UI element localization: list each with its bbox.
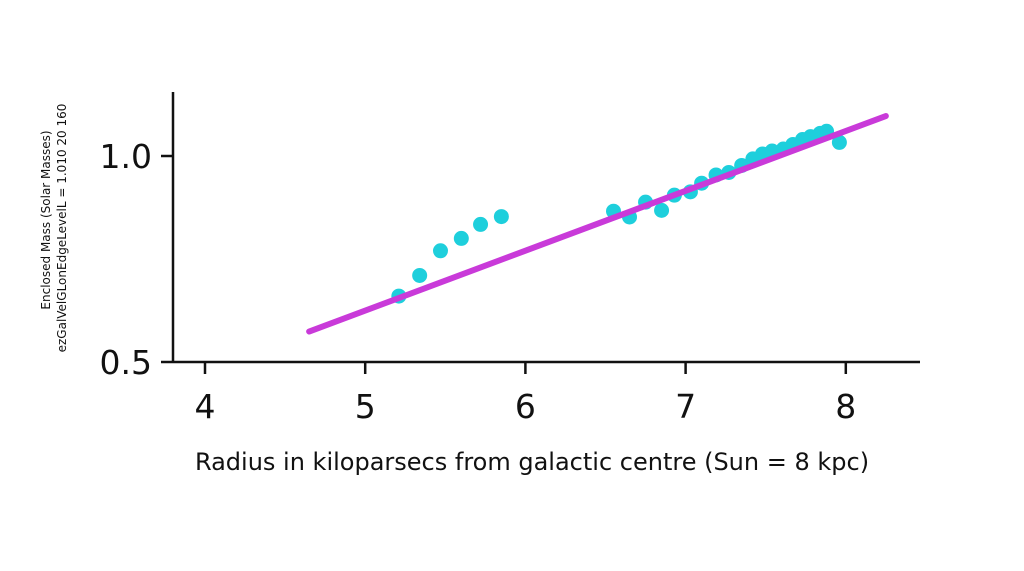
plot-marks <box>306 113 889 335</box>
x-tick-label: 7 <box>675 387 696 426</box>
y-tick-label: 1.0 <box>100 137 152 176</box>
x-tick-label: 6 <box>515 387 536 426</box>
x-axis-ticks: 4 5 6 7 8 <box>195 362 856 426</box>
data-point <box>473 216 489 232</box>
x-tick-label: 4 <box>195 387 216 426</box>
x-tick-label: 8 <box>835 387 856 426</box>
fit-line <box>306 113 889 335</box>
data-point <box>654 202 670 218</box>
x-axis-label: Radius in kiloparsecs from galactic cent… <box>195 448 869 476</box>
y-tick-label: 0.5 <box>100 343 152 382</box>
y-axis-ticks: 0.5 1.0 <box>100 137 173 382</box>
data-point <box>432 243 448 259</box>
data-point <box>493 209 509 225</box>
y-axis-sublabel: ezGalVelGLonEdgeLevelL = 1.010 20 160 <box>55 104 69 353</box>
data-point <box>831 134 847 150</box>
data-point <box>412 267 428 283</box>
data-point <box>453 230 469 246</box>
y-axis-label: Enclosed Mass (Solar Masses) <box>39 130 53 309</box>
x-tick-label: 5 <box>355 387 376 426</box>
